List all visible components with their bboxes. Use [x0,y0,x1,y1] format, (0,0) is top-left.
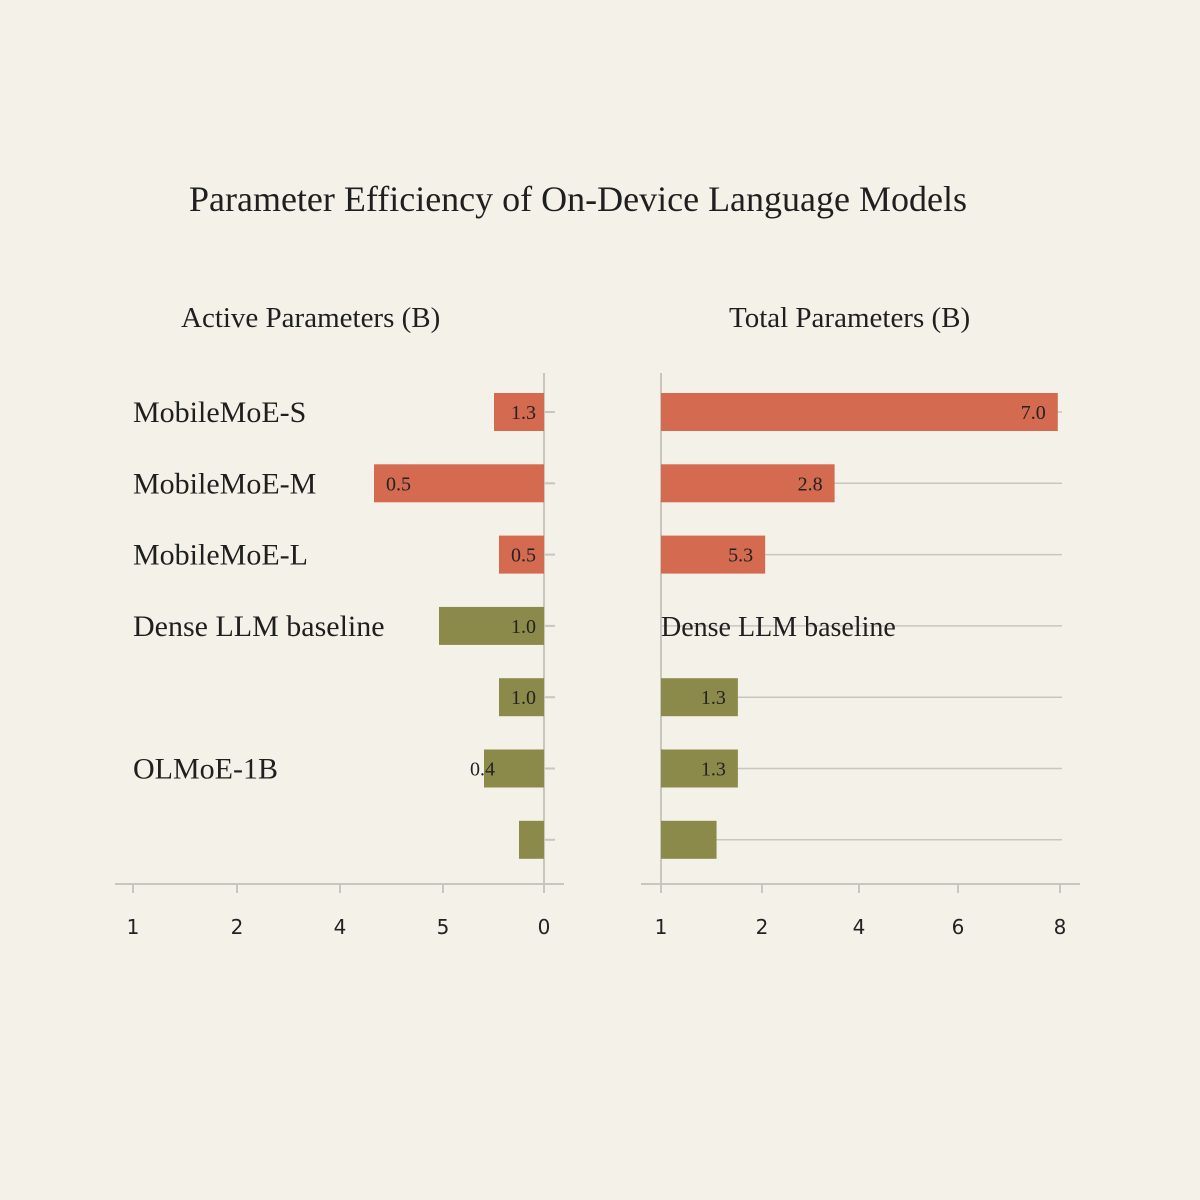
active-bar [494,393,544,431]
row-label: Dense LLM baseline [133,610,385,643]
active-x-tick-label: 1 [127,915,140,939]
active-bar [519,820,544,859]
active-bar [374,464,544,503]
total-bar-value-label: 2.8 [798,473,823,495]
row-label: MobileMoE-S [133,396,306,429]
total-bar-value-label: 7.0 [1021,402,1046,424]
active-x-tick-label: 5 [437,915,450,939]
active-bar-value-label: 0.4 [470,759,495,781]
total-params-panel: 1 2 4 6 8 7.0 2.8 5.3 Dense LLM baseline 1.3 1.3 [641,373,1080,939]
total-bar-value-label: 1.3 [701,759,726,781]
total-params-panel-title: Total Parameters (B) [729,302,971,334]
active-bar [499,535,544,574]
active-params-panel-title: Active Parameters (B) [181,302,441,334]
total-bar [661,464,835,503]
total-row-overlay-label: Dense LLM baseline [661,612,896,643]
total-x-tick-label: 6 [952,915,965,939]
active-bar-value-label: 0.5 [511,545,536,567]
active-bar [499,678,544,717]
active-x-tick-label: 0 [538,915,551,939]
active-bar-value-label: 1.3 [511,402,536,424]
active-bar [439,606,544,645]
total-x-tick-label: 8 [1054,915,1067,939]
active-bar [484,749,544,788]
total-x-tick-label: 4 [853,915,866,939]
row-label: MobileMoE-L [133,539,308,572]
active-x-tick-label: 2 [231,915,244,939]
total-bar [661,820,717,859]
total-bar [661,678,738,717]
total-bar-value-label: 5.3 [728,545,753,567]
total-bar [661,535,766,574]
active-x-tick-label: 4 [334,915,347,939]
row-label: OLMoE-1B [133,753,278,786]
chart-title: Parameter Efficiency of On-Device Langua… [188,179,967,219]
total-bar [661,749,738,788]
total-x-tick-label: 1 [655,915,668,939]
total-bar-value-label: 1.3 [701,687,726,709]
row-label: MobileMoE-M [133,467,316,500]
active-params-panel: 1 2 4 5 0 1.3 MobileMoE-S 0.5 MobileMoE-M 0.5 Mobi… [115,373,564,939]
total-bar [661,393,1058,431]
active-bar-value-label: 0.5 [386,473,411,495]
active-bar-value-label: 1.0 [511,687,536,709]
active-bar-value-label: 1.0 [511,616,536,638]
total-x-tick-label: 2 [756,915,769,939]
